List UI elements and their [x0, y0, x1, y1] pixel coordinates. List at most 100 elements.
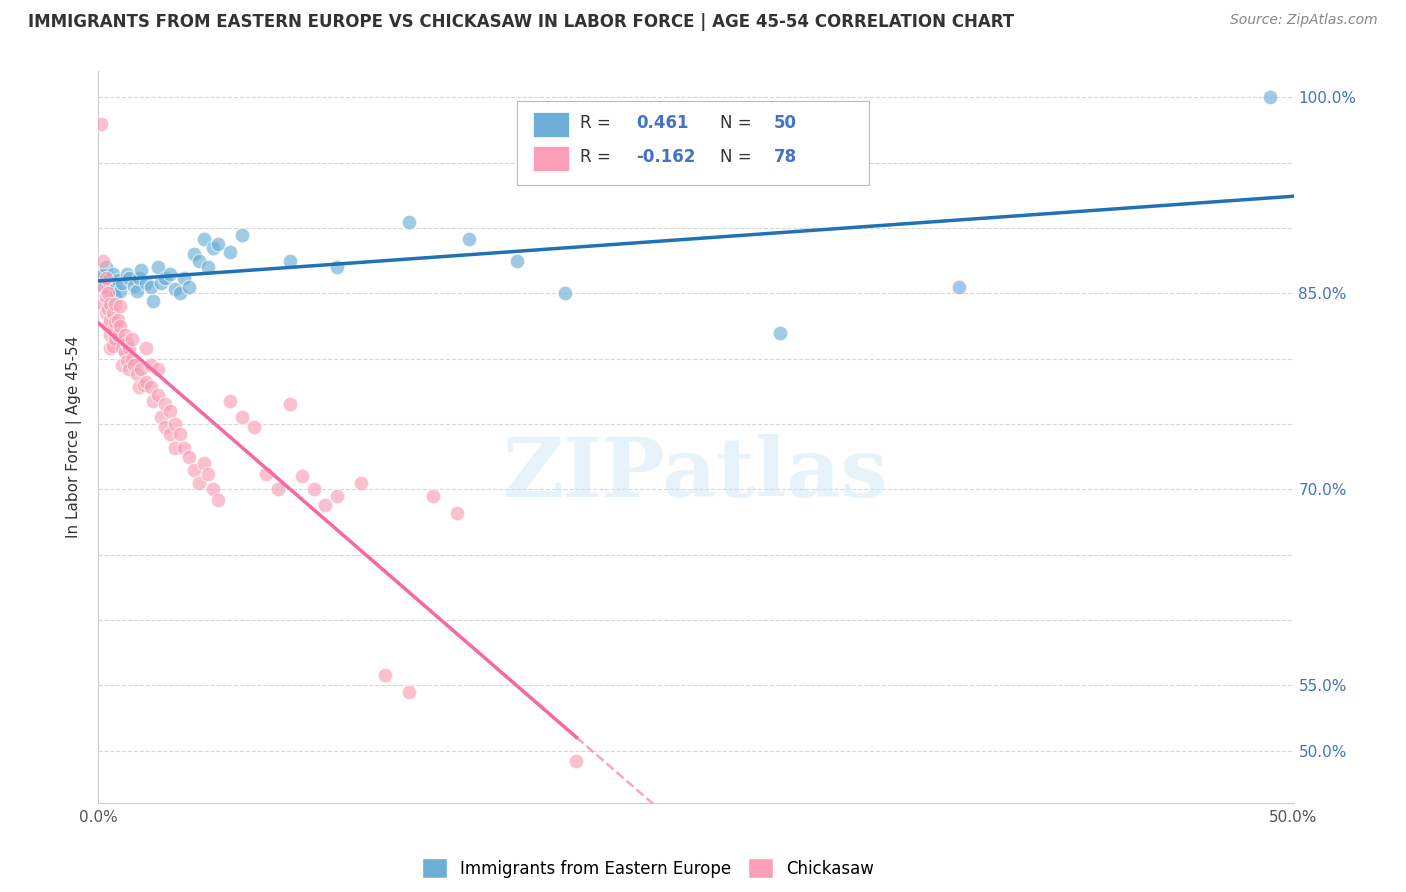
Point	[148, 388, 170, 402]
Text: 78: 78	[773, 148, 797, 166]
Point	[94, 289, 117, 303]
Point	[148, 260, 170, 275]
Point	[104, 297, 127, 311]
Point	[179, 280, 201, 294]
Point	[231, 227, 253, 242]
Point	[121, 332, 143, 346]
Point	[458, 231, 481, 245]
Point	[506, 253, 529, 268]
Point	[132, 377, 155, 392]
Legend: Immigrants from Eastern Europe, Chickasaw: Immigrants from Eastern Europe, Chickasa…	[415, 851, 882, 885]
Point	[108, 284, 131, 298]
Point	[135, 341, 157, 355]
Point	[91, 253, 114, 268]
Point	[135, 376, 157, 390]
Point	[124, 358, 146, 372]
Point	[315, 498, 337, 512]
Point	[91, 268, 114, 282]
Point	[101, 323, 124, 337]
Point	[326, 489, 349, 503]
Point	[173, 441, 195, 455]
FancyBboxPatch shape	[533, 146, 569, 171]
Point	[159, 404, 181, 418]
Point	[121, 351, 143, 366]
Text: IMMIGRANTS FROM EASTERN EUROPE VS CHICKASAW IN LABOR FORCE | AGE 45-54 CORRELATI: IMMIGRANTS FROM EASTERN EUROPE VS CHICKA…	[28, 13, 1014, 31]
Point	[149, 276, 172, 290]
Point	[118, 270, 141, 285]
Point	[159, 427, 181, 442]
Text: ZIPatlas: ZIPatlas	[503, 434, 889, 514]
Point	[173, 270, 195, 285]
Point	[98, 312, 122, 326]
Point	[98, 270, 122, 285]
Point	[101, 306, 124, 320]
Point	[101, 339, 124, 353]
Point	[98, 278, 122, 293]
Point	[159, 267, 181, 281]
Point	[768, 326, 790, 340]
Point	[202, 483, 225, 497]
Point	[97, 273, 120, 287]
Text: N =: N =	[720, 148, 751, 166]
Text: R =: R =	[581, 148, 610, 166]
Point	[278, 397, 301, 411]
Point	[131, 263, 153, 277]
Point	[107, 328, 129, 343]
Text: -0.162: -0.162	[636, 148, 696, 166]
Point	[125, 368, 148, 382]
Point	[104, 332, 127, 346]
Point	[94, 260, 117, 275]
Point	[398, 214, 420, 228]
Point	[155, 397, 177, 411]
Point	[163, 283, 186, 297]
Point	[148, 362, 170, 376]
Point	[207, 236, 229, 251]
Point	[374, 667, 396, 681]
Point	[142, 294, 165, 309]
Point	[202, 241, 225, 255]
Point	[565, 754, 588, 768]
Point	[97, 302, 120, 317]
Point	[149, 410, 172, 425]
Point	[115, 336, 138, 351]
Point	[101, 276, 124, 290]
Point	[554, 286, 576, 301]
Point	[111, 341, 134, 355]
Point	[115, 267, 138, 281]
Point	[163, 441, 186, 455]
Point	[104, 289, 127, 303]
Point	[350, 475, 373, 490]
Y-axis label: In Labor Force | Age 45-54: In Labor Force | Age 45-54	[66, 336, 83, 538]
Point	[98, 341, 122, 355]
Point	[267, 483, 290, 497]
Point	[125, 284, 148, 298]
Point	[326, 260, 349, 275]
Point	[94, 306, 117, 320]
Point	[139, 280, 162, 294]
Point	[142, 393, 165, 408]
Point	[91, 270, 114, 285]
Point	[107, 312, 129, 326]
Point	[114, 345, 136, 359]
Point	[111, 276, 134, 290]
Point	[1258, 90, 1281, 104]
Point	[97, 319, 120, 334]
Text: 50: 50	[773, 114, 797, 132]
Point	[187, 253, 209, 268]
Point	[193, 456, 215, 470]
Point	[446, 506, 468, 520]
Point	[169, 427, 191, 442]
Point	[90, 277, 112, 292]
Point	[243, 419, 266, 434]
Point	[104, 315, 127, 329]
Point	[108, 300, 131, 314]
Point	[91, 280, 114, 294]
Point	[155, 419, 177, 434]
Point	[94, 270, 117, 285]
Point	[107, 273, 129, 287]
Point	[422, 489, 444, 503]
Point	[111, 358, 134, 372]
Text: R =: R =	[581, 114, 610, 132]
Point	[91, 297, 114, 311]
FancyBboxPatch shape	[533, 112, 569, 137]
